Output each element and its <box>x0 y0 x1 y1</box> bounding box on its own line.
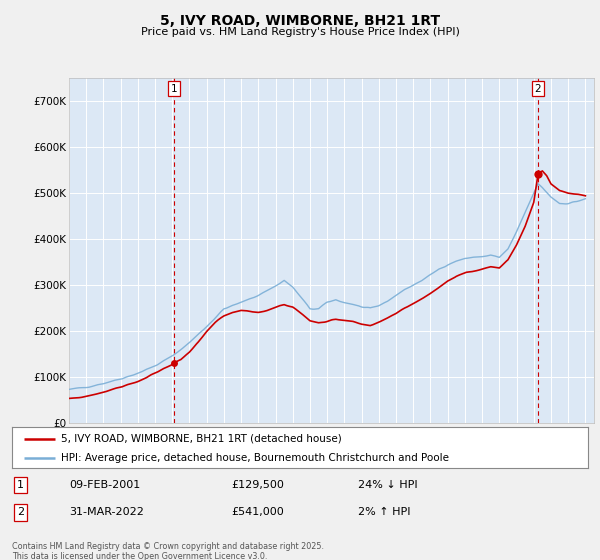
Text: 2: 2 <box>17 507 24 517</box>
Text: 2: 2 <box>535 83 541 94</box>
Text: £129,500: £129,500 <box>231 480 284 490</box>
Text: 24% ↓ HPI: 24% ↓ HPI <box>358 480 417 490</box>
Text: 09-FEB-2001: 09-FEB-2001 <box>70 480 141 490</box>
Text: 1: 1 <box>17 480 24 490</box>
Text: 5, IVY ROAD, WIMBORNE, BH21 1RT: 5, IVY ROAD, WIMBORNE, BH21 1RT <box>160 14 440 28</box>
Text: £541,000: £541,000 <box>231 507 284 517</box>
Text: 1: 1 <box>170 83 178 94</box>
Text: 5, IVY ROAD, WIMBORNE, BH21 1RT (detached house): 5, IVY ROAD, WIMBORNE, BH21 1RT (detache… <box>61 433 342 444</box>
Text: 2% ↑ HPI: 2% ↑ HPI <box>358 507 410 517</box>
Text: Contains HM Land Registry data © Crown copyright and database right 2025.
This d: Contains HM Land Registry data © Crown c… <box>12 542 324 560</box>
Text: 31-MAR-2022: 31-MAR-2022 <box>70 507 145 517</box>
Text: HPI: Average price, detached house, Bournemouth Christchurch and Poole: HPI: Average price, detached house, Bour… <box>61 452 449 463</box>
Text: Price paid vs. HM Land Registry's House Price Index (HPI): Price paid vs. HM Land Registry's House … <box>140 27 460 37</box>
